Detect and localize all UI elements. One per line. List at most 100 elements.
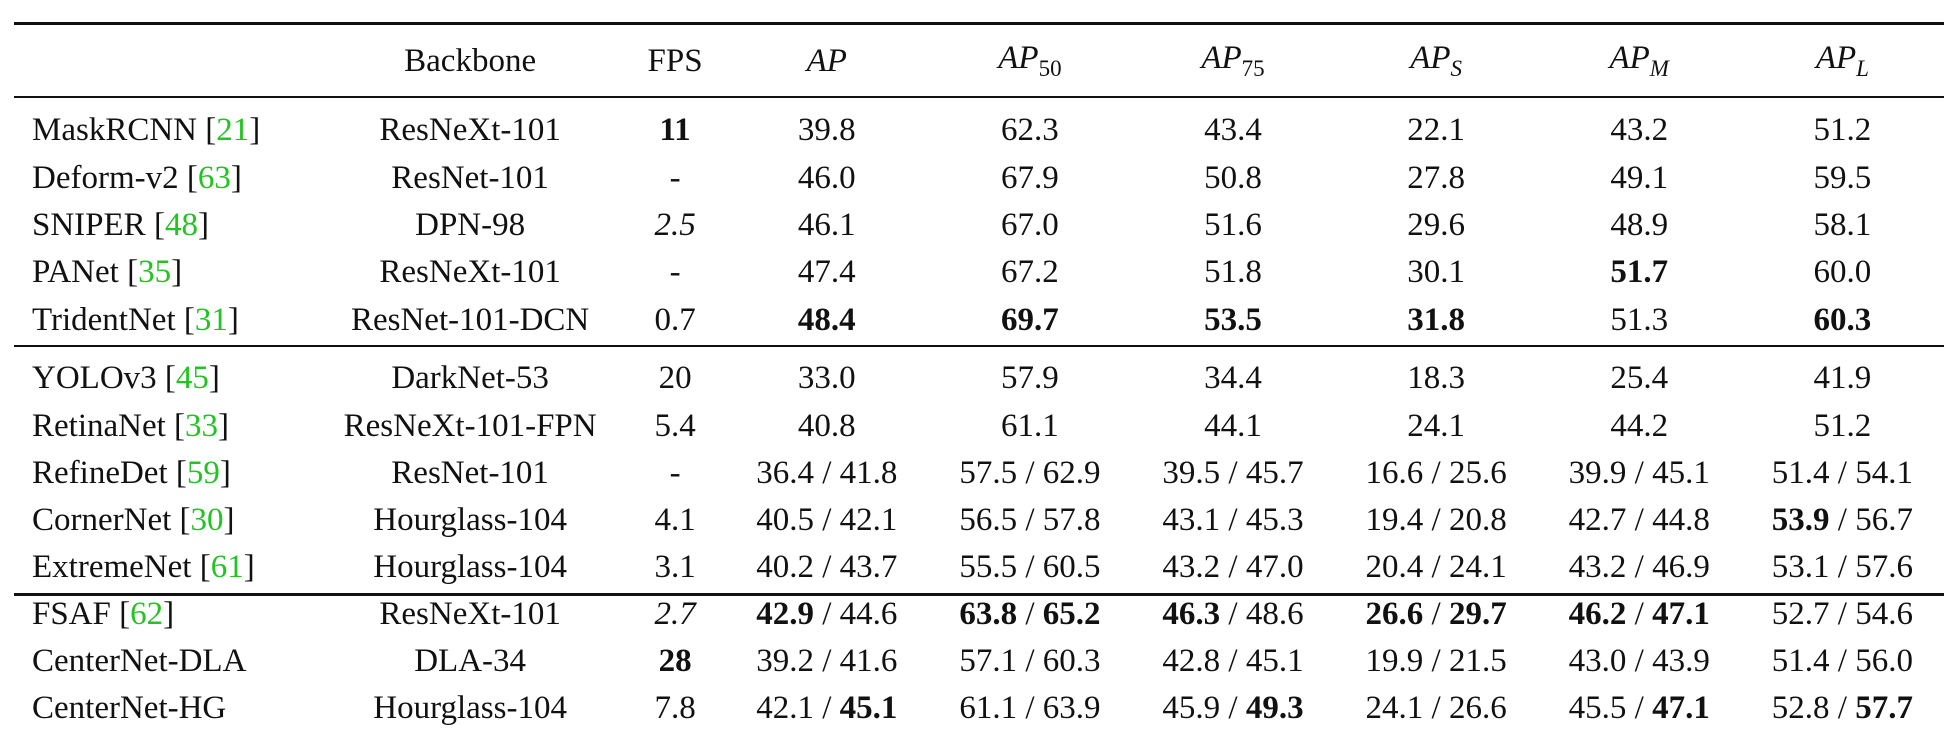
backbone-cell: ResNeXt-101: [379, 596, 561, 632]
ap75-cell: 44.1: [1204, 408, 1262, 444]
citation-link[interactable]: 48: [164, 207, 198, 243]
ap-cell: 39.8: [797, 112, 856, 148]
method-cell: CenterNet-HG: [32, 690, 227, 726]
ap-cell: 36.4 / 41.8: [756, 455, 898, 491]
apl-cell: 51.4 / 56.0: [1771, 643, 1913, 679]
header-apm: APM: [1609, 40, 1669, 81]
apm-cell: 45.5 / 47.1: [1568, 690, 1710, 726]
table-row: ExtremeNet [61] Hourglass-104 3.1 40.2 /…: [14, 544, 1944, 591]
citation-link[interactable]: 62: [130, 596, 164, 632]
table-row: YOLOv3 [45] DarkNet-53 20 33.0 57.9 34.4…: [14, 346, 1944, 403]
apm-cell: 43.0 / 43.9: [1568, 643, 1710, 679]
backbone-cell: Hourglass-104: [373, 549, 567, 585]
table-row: MaskRCNN [21] ResNeXt-101 11 39.8 62.3 4…: [14, 97, 1944, 155]
apm-cell: 46.2 / 47.1: [1568, 596, 1710, 632]
ap50-cell: 57.1 / 60.3: [959, 643, 1101, 679]
fps-cell: 0.7: [654, 302, 696, 338]
header-aps: APS: [1410, 40, 1463, 81]
fps-cell: 11: [659, 112, 691, 148]
table-row: CenterNet-DLA DLA-34 28 39.2 / 41.6 57.1…: [14, 638, 1944, 685]
citation-link[interactable]: 30: [190, 502, 224, 538]
ap50-cell: 69.7: [1001, 302, 1059, 338]
method-cell: RetinaNet [33]: [32, 408, 230, 444]
apm-cell: 48.9: [1610, 207, 1669, 243]
table-row: TridentNet [31] ResNet-101-DCN 0.7 48.4 …: [14, 296, 1944, 346]
fps-cell: 7.8: [654, 690, 696, 726]
one-stage-group: YOLOv3 [45] DarkNet-53 20 33.0 57.9 34.4…: [14, 346, 1944, 732]
aps-cell: 30.1: [1407, 254, 1465, 290]
table-row: SNIPER [48] DPN-98 2.5 46.1 67.0 51.6 29…: [14, 202, 1944, 249]
ap75-cell: 53.5: [1204, 302, 1262, 338]
apm-cell: 44.2: [1610, 408, 1669, 444]
ap-cell: 46.1: [797, 207, 856, 243]
aps-cell: 20.4 / 24.1: [1365, 549, 1507, 585]
table-row: Deform-v2 [63] ResNet-101 - 46.0 67.9 50…: [14, 155, 1944, 202]
ap-cell: 40.2 / 43.7: [756, 549, 898, 585]
backbone-cell: Hourglass-104: [373, 502, 567, 538]
table-row: CornerNet [30] Hourglass-104 4.1 40.5 / …: [14, 497, 1944, 544]
ap50-cell: 62.3: [1001, 112, 1059, 148]
ap75-cell: 45.9 / 49.3: [1162, 690, 1304, 726]
apm-cell: 51.7: [1610, 254, 1669, 290]
method-cell: PANet [35]: [32, 254, 183, 290]
citation-link[interactable]: 35: [138, 254, 172, 290]
citation-link[interactable]: 59: [186, 455, 220, 491]
ap-cell: 40.5 / 42.1: [756, 502, 898, 538]
header-apl: APL: [1815, 40, 1869, 81]
fps-cell: 28: [658, 643, 692, 679]
backbone-cell: ResNet-101-DCN: [350, 302, 590, 338]
apl-cell: 52.8 / 57.7: [1771, 690, 1913, 726]
backbone-cell: ResNet-101: [391, 160, 549, 196]
aps-cell: 16.6 / 25.6: [1365, 455, 1507, 491]
ap50-cell: 61.1 / 63.9: [959, 690, 1101, 726]
aps-cell: 24.1: [1407, 408, 1465, 444]
ap50-cell: 67.9: [1001, 160, 1059, 196]
backbone-cell: ResNeXt-101-FPN: [343, 408, 597, 444]
apm-cell: 43.2 / 46.9: [1568, 549, 1710, 585]
fps-cell: 3.1: [654, 549, 696, 585]
aps-cell: 19.9 / 21.5: [1365, 643, 1507, 679]
citation-link[interactable]: 33: [185, 408, 219, 444]
citation-link[interactable]: 45: [175, 359, 209, 396]
apm-cell: 49.1: [1610, 160, 1669, 196]
aps-cell: 18.3: [1407, 359, 1465, 396]
apm-cell: 25.4: [1610, 359, 1669, 396]
fps-cell: 20: [658, 359, 692, 396]
apm-cell: 39.9 / 45.1: [1568, 455, 1710, 491]
aps-cell: 31.8: [1407, 302, 1465, 338]
aps-cell: 29.6: [1407, 207, 1465, 243]
apl-cell: 60.3: [1813, 302, 1872, 338]
ap75-cell: 42.8 / 45.1: [1162, 643, 1304, 679]
citation-link[interactable]: 21: [216, 112, 250, 148]
apl-cell: 51.4 / 54.1: [1771, 455, 1913, 491]
ap75-cell: 51.8: [1204, 254, 1262, 290]
backbone-cell: ResNeXt-101: [379, 254, 561, 290]
ap50-cell: 63.8 / 65.2: [959, 596, 1101, 632]
apm-cell: 51.3: [1610, 302, 1669, 338]
citation-link[interactable]: 31: [194, 302, 228, 338]
ap-cell: 47.4: [797, 254, 856, 290]
ap50-cell: 57.9: [1001, 359, 1059, 396]
ap50-cell: 67.0: [1001, 207, 1059, 243]
method-cell: Deform-v2 [63]: [32, 160, 242, 196]
two-stage-group: MaskRCNN [21] ResNeXt-101 11 39.8 62.3 4…: [14, 97, 1944, 346]
ap-cell: 39.2 / 41.6: [756, 643, 898, 679]
header-row: Backbone FPS AP AP50 AP75 APS APM APL: [14, 26, 1944, 97]
apm-cell: 43.2: [1610, 112, 1669, 148]
citation-link[interactable]: 63: [197, 160, 231, 196]
apl-cell: 51.2: [1813, 112, 1872, 148]
header-method: [14, 26, 315, 97]
ap-cell: 33.0: [797, 359, 856, 396]
apl-cell: 59.5: [1813, 160, 1872, 196]
ap75-cell: 46.3 / 48.6: [1162, 596, 1304, 632]
method-cell: ExtremeNet [61]: [32, 549, 255, 585]
ap50-cell: 67.2: [1001, 254, 1059, 290]
apl-cell: 41.9: [1813, 359, 1872, 396]
ap50-cell: 56.5 / 57.8: [959, 502, 1101, 538]
citation-link[interactable]: 61: [210, 549, 244, 585]
ap50-cell: 57.5 / 62.9: [959, 455, 1101, 491]
aps-cell: 22.1: [1407, 112, 1465, 148]
method-cell: RefineDet [59]: [32, 455, 231, 491]
backbone-cell: ResNet-101: [391, 455, 549, 491]
